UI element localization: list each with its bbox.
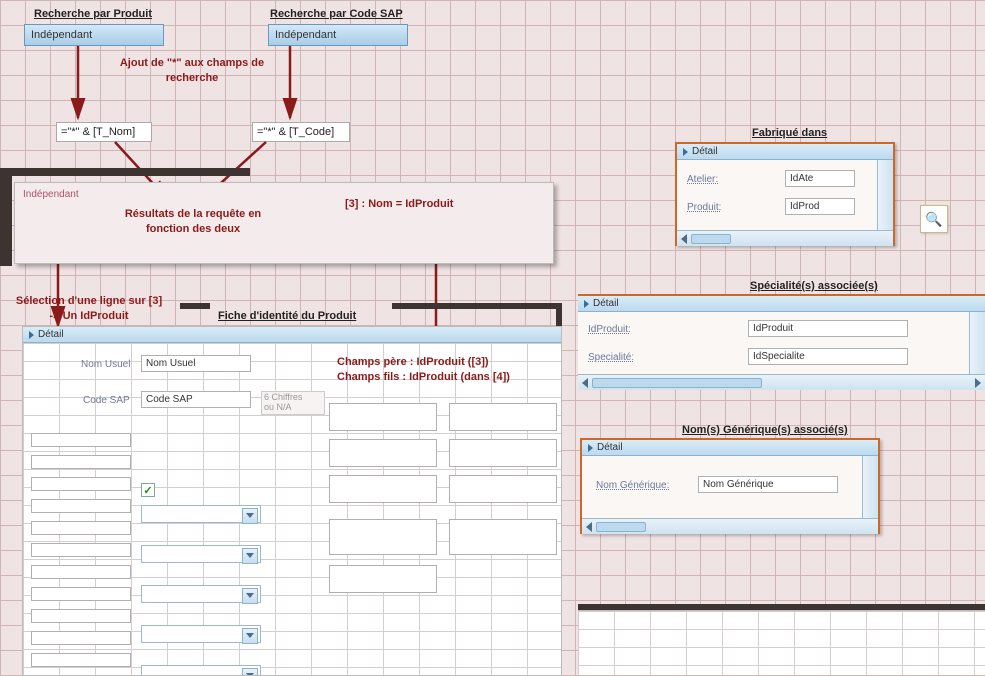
vscroll[interactable] xyxy=(862,456,878,518)
heavy-bar-left xyxy=(0,176,12,266)
independent-box-product[interactable]: Indépendant xyxy=(24,24,164,46)
nomgen-detail-bar[interactable]: Détail xyxy=(582,440,878,456)
expr-code-box[interactable]: ="*" & [T_Code] xyxy=(252,122,350,142)
heavy-bar-fiche-r xyxy=(392,303,562,309)
heavy-bar-top-left xyxy=(0,168,250,176)
nomgen-field[interactable]: Nom Générique xyxy=(698,476,838,493)
blank-field-lg[interactable] xyxy=(449,403,557,431)
blank-field[interactable] xyxy=(31,455,131,469)
expr-nom-box[interactable]: ="*" & [T_Nom] xyxy=(56,122,152,142)
specialite-field[interactable]: IdSpecialite xyxy=(748,348,908,365)
search-by-sap-title: Recherche par Code SAP xyxy=(270,8,403,20)
blank-field-lg[interactable] xyxy=(329,565,437,593)
combo-field[interactable] xyxy=(141,625,261,643)
annotation-nom-id: [3] : Nom = IdProduit xyxy=(345,197,453,212)
fabrique-title: Fabriqué dans xyxy=(752,127,827,139)
atelier-field[interactable]: IdAte xyxy=(785,170,855,187)
blank-field-lg[interactable] xyxy=(329,439,437,467)
annotation-ajout-text: Ajout de "*" aux champs de recherche xyxy=(120,57,264,84)
scroll-left-icon xyxy=(586,522,592,532)
blank-field-lg[interactable] xyxy=(449,519,557,555)
bottom-grid xyxy=(578,611,985,675)
magnifier-icon: 🔍 xyxy=(925,211,942,228)
fiche-title: Fiche d'identité du Produit xyxy=(218,310,356,322)
nomgen-subform: Détail Nom Générique: Nom Générique xyxy=(580,438,880,534)
nom-usuel-label: Nom Usuel xyxy=(81,359,130,370)
scroll-left-icon xyxy=(681,234,687,244)
blank-field-lg[interactable] xyxy=(329,403,437,431)
code-sap-field[interactable]: Code SAP xyxy=(141,391,251,408)
detail-label: Détail xyxy=(597,442,623,453)
nom-usuel-field[interactable]: Nom Usuel xyxy=(141,355,251,372)
results-panel: Indépendant Résultats de la requête en f… xyxy=(14,182,554,264)
produit-field[interactable]: IdProd xyxy=(785,198,855,215)
combo-field[interactable] xyxy=(141,665,261,676)
fiche-detail-label: Détail xyxy=(38,329,64,340)
hscroll[interactable] xyxy=(677,230,893,246)
blank-field[interactable] xyxy=(31,521,131,535)
blank-field[interactable] xyxy=(31,653,131,667)
hscroll[interactable] xyxy=(578,374,985,390)
idproduit-field[interactable]: IdProduit xyxy=(748,320,908,337)
blank-field[interactable] xyxy=(31,499,131,513)
blank-field[interactable] xyxy=(31,565,131,579)
blank-field[interactable] xyxy=(31,609,131,623)
bottom-empty-form xyxy=(578,610,985,675)
blank-field[interactable] xyxy=(31,433,131,447)
combo-field[interactable] xyxy=(141,505,261,523)
flag-checkbox[interactable]: ✓ xyxy=(141,483,155,497)
fabrique-subform: Détail Atelier: IdAte Produit: IdProd xyxy=(675,142,895,246)
blank-field[interactable] xyxy=(31,587,131,601)
scroll-right-icon xyxy=(975,378,981,388)
blank-field-lg[interactable] xyxy=(449,439,557,467)
vscroll[interactable] xyxy=(877,160,893,230)
annotation-resultats-text: Résultats de la requête en fonction des … xyxy=(125,208,261,235)
blank-field[interactable] xyxy=(31,543,131,557)
scroll-left-icon xyxy=(582,378,588,388)
detail-label: Détail xyxy=(692,146,718,157)
blank-field-lg[interactable] xyxy=(329,519,437,555)
blank-field-lg[interactable] xyxy=(329,475,437,503)
atelier-label: Atelier: xyxy=(687,174,718,185)
code-sap-hint: 6 Chiffres ou N/A xyxy=(261,391,325,415)
specialite-title: Spécialité(s) associée(s) xyxy=(750,280,878,292)
idproduit-label: IdProduit: xyxy=(588,324,631,335)
annotation-selection-text: Sélection d'une ligne sur [3] -> Un IdPr… xyxy=(16,295,162,322)
fiche-form: Détail Nom Usuel Nom Usuel Code SAP Code… xyxy=(22,326,562,676)
nomgen-label: Nom Générique: xyxy=(596,480,669,491)
combo-field[interactable] xyxy=(141,585,261,603)
specialite-subform: Détail IdProduit: IdProduit Specialité: … xyxy=(578,294,985,390)
results-panel-indep: Indépendant xyxy=(23,189,79,200)
annotation-ajout: Ajout de "*" aux champs de recherche xyxy=(102,56,282,86)
vscroll[interactable] xyxy=(969,312,985,374)
scroll-thumb[interactable] xyxy=(592,378,762,388)
annotation-resultats: Résultats de la requête en fonction des … xyxy=(93,207,293,237)
produit-label: Produit: xyxy=(687,202,721,213)
specialite-detail-bar[interactable]: Détail xyxy=(578,296,985,312)
fabrique-detail-bar[interactable]: Détail xyxy=(677,144,893,160)
annotation-champs: Champs père : IdProduit ([3]) Champs fil… xyxy=(337,355,557,385)
annotation-selection: Sélection d'une ligne sur [3] -> Un IdPr… xyxy=(0,294,178,324)
search-by-product-title: Recherche par Produit xyxy=(34,8,152,20)
blank-field-lg[interactable] xyxy=(449,475,557,503)
nomgen-title: Nom(s) Générique(s) associé(s) xyxy=(682,424,848,436)
fiche-detail-bar[interactable]: Détail xyxy=(23,327,561,343)
combo-field[interactable] xyxy=(141,545,261,563)
scroll-thumb[interactable] xyxy=(596,522,646,532)
heavy-bar-fiche-l xyxy=(180,303,210,309)
blank-field[interactable] xyxy=(31,631,131,645)
blank-field[interactable] xyxy=(31,477,131,491)
specialite-label: Specialité: xyxy=(588,352,634,363)
preview-button[interactable]: 🔍 xyxy=(920,205,948,233)
hscroll[interactable] xyxy=(582,518,878,534)
annotation-champs-text: Champs père : IdProduit ([3]) Champs fil… xyxy=(337,356,510,383)
detail-label: Détail xyxy=(593,298,619,309)
independent-box-sap[interactable]: Indépendant xyxy=(268,24,408,46)
scroll-thumb[interactable] xyxy=(691,234,731,244)
code-sap-label: Code SAP xyxy=(83,395,130,406)
